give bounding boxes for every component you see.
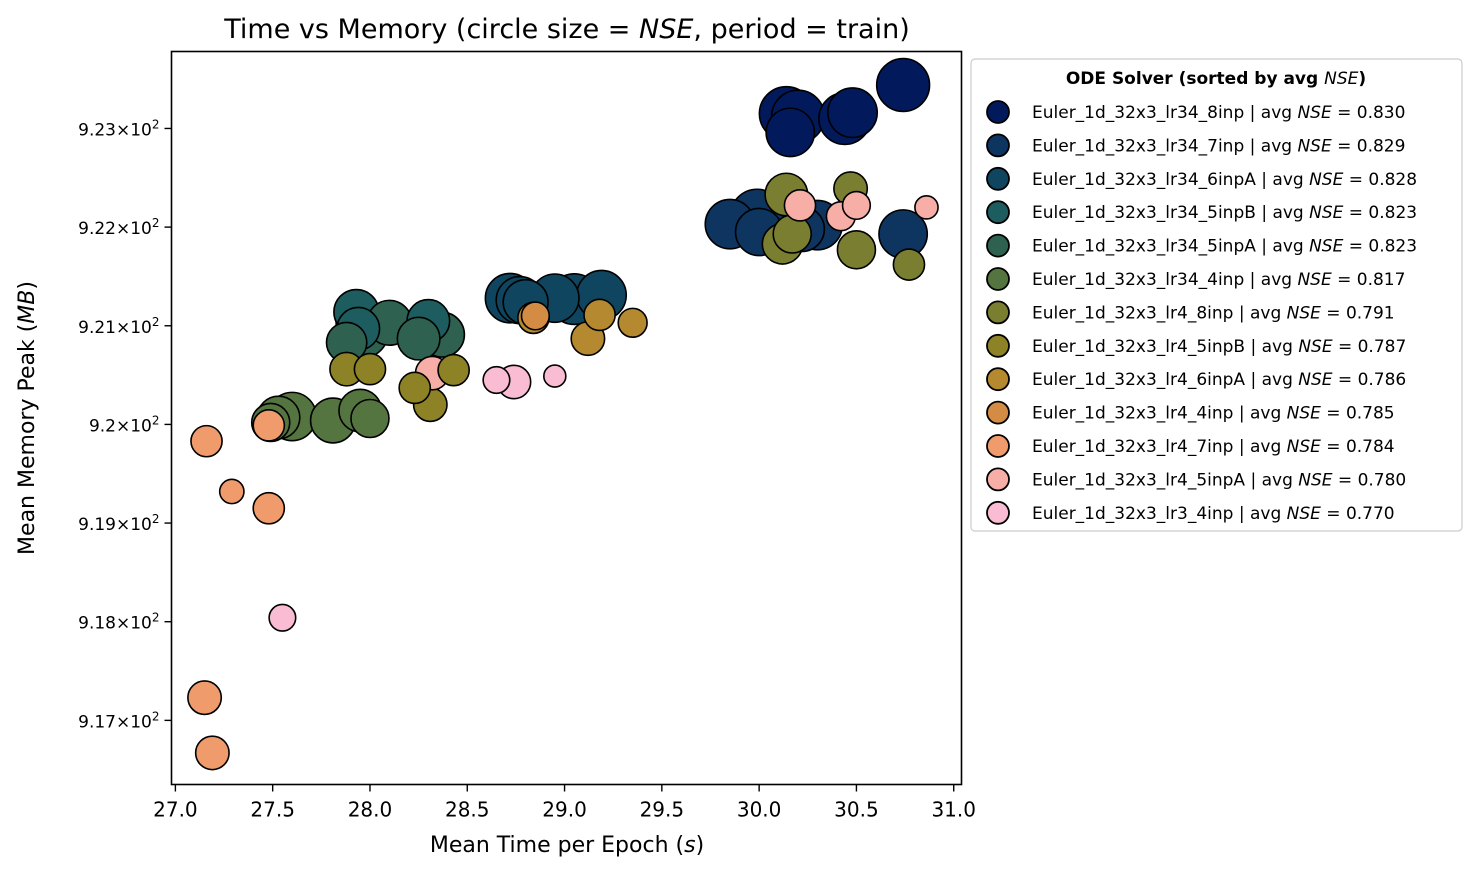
data-point — [194, 735, 230, 771]
x-tick-label: 28.0 — [348, 798, 393, 822]
legend-entry-label: Euler_1d_32x3_lr4_6inpA | avg NSE = 0.78… — [1032, 370, 1406, 390]
legend-marker — [986, 367, 1010, 392]
legend: ODE Solver (sorted by avg NSE) Euler_1d_… — [970, 58, 1463, 532]
y-tick-label: 9.17×102 — [78, 709, 159, 732]
data-point — [617, 307, 648, 339]
y-tick-label: 9.18×102 — [78, 611, 159, 634]
legend-entry-label: Euler_1d_32x3_lr3_4inp | avg NSE = 0.770 — [1032, 504, 1395, 524]
x-tick-label: 29.5 — [640, 798, 685, 822]
y-tick-label: 9.22×102 — [78, 216, 159, 239]
x-tick-label: 30.5 — [834, 798, 879, 822]
data-point — [252, 491, 286, 525]
x-tick-label: 27.5 — [250, 798, 295, 822]
legend-marker — [986, 434, 1010, 458]
data-point — [783, 189, 817, 222]
data-point — [190, 424, 223, 458]
data-point — [543, 364, 567, 388]
legend-entries: Euler_1d_32x3_lr34_8inp | avg NSE = 0.83… — [986, 100, 1417, 525]
x-axis-label: Mean Time per Epoch (s) — [430, 833, 704, 858]
data-point — [765, 107, 816, 158]
data-point — [218, 478, 245, 505]
legend-entry-label: Euler_1d_32x3_lr34_5inpA | avg NSE = 0.8… — [1032, 237, 1417, 257]
legend-frame — [970, 58, 1463, 532]
legend-marker — [986, 233, 1010, 258]
legend-marker — [986, 333, 1010, 358]
data-point — [350, 398, 390, 439]
chart-title-italic: NSE — [639, 14, 693, 45]
legend-entry-label: Euler_1d_32x3_lr34_7inp | avg NSE = 0.82… — [1032, 136, 1405, 156]
y-axis-label-italic: MB — [15, 290, 40, 324]
legend-marker — [986, 267, 1010, 291]
legend-entry-label: Euler_1d_32x3_lr34_5inpB | avg NSE = 0.8… — [1032, 203, 1417, 223]
chart-title-suffix: , period = train) — [693, 14, 909, 45]
x-tick-label: 30.0 — [737, 798, 782, 822]
legend-entry-label: Euler_1d_32x3_lr4_5inpB | avg NSE = 0.78… — [1032, 337, 1406, 357]
legend-marker — [986, 133, 1010, 158]
x-axis-label-prefix: Mean Time per Epoch ( — [430, 833, 684, 858]
legend-marker — [986, 300, 1010, 325]
legend-marker — [986, 200, 1010, 225]
y-axis-label-prefix: Mean Memory Peak ( — [15, 324, 40, 555]
legend-marker — [986, 467, 1010, 492]
x-tick-label: 31.0 — [931, 798, 976, 822]
x-tick-label: 29.0 — [542, 798, 587, 822]
legend-entry-label: Euler_1d_32x3_lr4_8inp | avg NSE = 0.791 — [1032, 303, 1395, 323]
legend-title-prefix: ODE Solver (sorted by avg — [1066, 69, 1324, 89]
legend-title-suffix: ) — [1358, 69, 1366, 89]
legend-title-italic: NSE — [1324, 69, 1359, 89]
data-point — [396, 316, 441, 361]
data-point — [187, 680, 223, 716]
data-point — [827, 87, 879, 139]
data-point — [268, 603, 297, 632]
chart-title: Time vs Memory (circle size = NSE, perio… — [223, 14, 910, 45]
data-point — [482, 365, 511, 395]
legend-entry-label: Euler_1d_32x3_lr4_4inp | avg NSE = 0.785 — [1032, 404, 1395, 424]
data-point — [914, 195, 939, 220]
y-tick-label: 9.19×102 — [78, 512, 159, 535]
plot-area-frame — [170, 50, 963, 786]
legend-marker — [986, 500, 1010, 525]
x-axis-label-suffix: ) — [696, 833, 705, 858]
legend-marker — [986, 100, 1010, 124]
data-point — [252, 409, 286, 442]
legend-entry-label: Euler_1d_32x3_lr34_4inp | avg NSE = 0.81… — [1032, 270, 1405, 290]
legend-entry-label: Euler_1d_32x3_lr4_5inpA | avg NSE = 0.78… — [1032, 470, 1406, 490]
data-point — [353, 352, 387, 386]
x-axis-label-italic: s — [684, 833, 695, 858]
y-tick-label: 9.23×102 — [78, 117, 159, 140]
x-tick-label: 27.0 — [153, 798, 198, 822]
data-point — [520, 301, 551, 331]
markers-group — [187, 57, 939, 771]
data-point — [875, 57, 931, 113]
y-axis-label: Mean Memory Peak (MB) — [15, 281, 40, 555]
y-axis-ticks: 9.17×102 9.18×102 9.19×102 9.2×102 9.21×102 9… — [78, 117, 172, 732]
data-point — [583, 298, 616, 332]
legend-entry-label: Euler_1d_32x3_lr34_6inpA | avg NSE = 0.8… — [1032, 170, 1417, 190]
data-point — [398, 371, 432, 405]
data-point — [836, 229, 877, 270]
data-point — [892, 248, 926, 281]
y-tick-label: 9.21×102 — [78, 315, 159, 338]
x-tick-label: 28.5 — [445, 798, 490, 822]
data-point — [437, 353, 471, 387]
legend-entry-label: Euler_1d_32x3_lr4_7inp | avg NSE = 0.784 — [1032, 437, 1395, 457]
legend-marker — [986, 166, 1010, 191]
x-axis-ticks: 27.0 27.5 28.0 28.5 29.0 29.5 30.0 30.5 31.0 — [153, 784, 976, 822]
y-axis-label-suffix: ) — [15, 281, 40, 290]
legend-marker — [986, 400, 1010, 425]
legend-entry-label: Euler_1d_32x3_lr34_8inp | avg NSE = 0.83… — [1032, 103, 1405, 123]
chart-title-prefix: Time vs Memory (circle size = — [223, 14, 639, 45]
legend-title: ODE Solver (sorted by avg NSE) — [1066, 69, 1366, 89]
data-point — [841, 190, 872, 221]
y-tick-label: 9.2×102 — [89, 413, 160, 436]
